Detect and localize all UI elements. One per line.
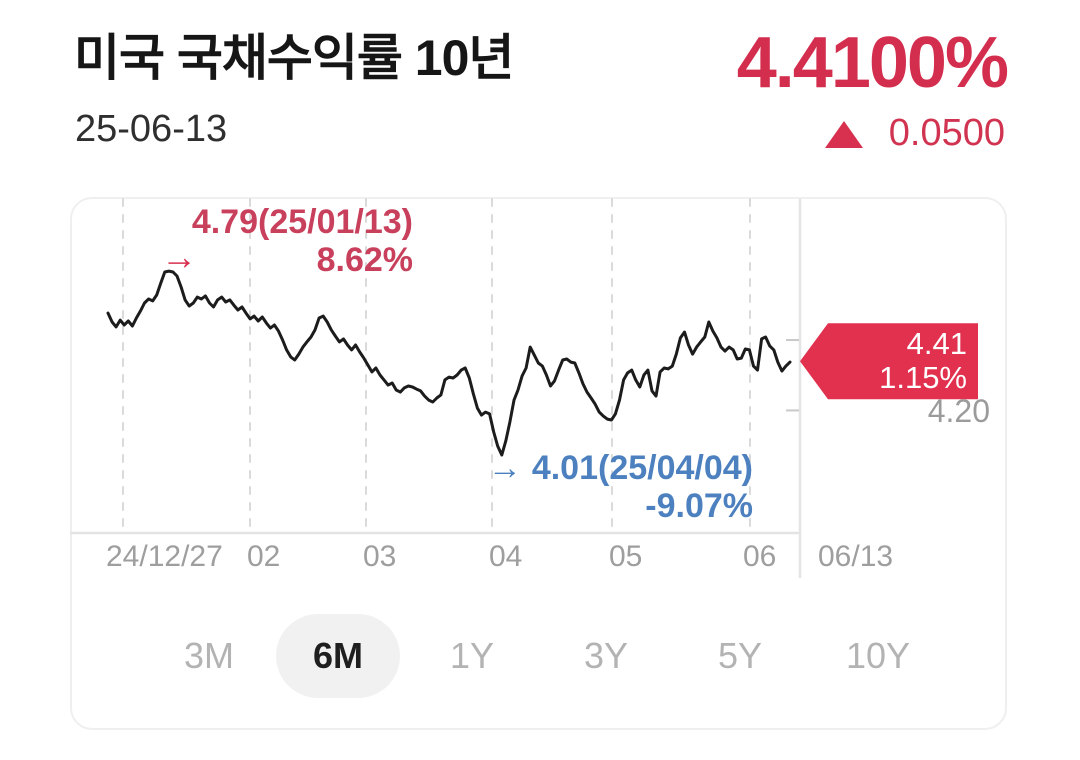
x-axis-label-03: 03 [363, 540, 397, 573]
change-badge: 0.0500 [824, 112, 1005, 155]
high-annotation-value: 4.79(25/01/13) [191, 203, 413, 241]
low-annotation-pct: -9.07% [645, 487, 753, 525]
flag-change-pct: 1.15% [879, 360, 967, 396]
period-button-6m[interactable]: 6M [276, 614, 400, 698]
page-title: 미국 국채수익률 10년 [74, 30, 514, 86]
high-annotation-pct: 8.62% [316, 241, 413, 279]
current-price-flag [800, 323, 978, 400]
x-axis-label-right-edge: 06/13 [818, 540, 894, 573]
flag-value: 4.41 [906, 326, 967, 362]
period-button-10y[interactable]: 10Y [816, 614, 940, 698]
period-button-3y[interactable]: 3Y [544, 614, 668, 698]
x-axis-label-05: 05 [609, 540, 643, 573]
x-axis-label-04: 04 [489, 540, 523, 573]
change-value: 0.0500 [888, 112, 1005, 154]
x-axis-label-02: 02 [247, 540, 281, 573]
quote-date: 25-06-13 [75, 108, 228, 150]
up-triangle-icon [824, 121, 863, 148]
period-button-3m[interactable]: 3M [147, 614, 271, 698]
period-button-5y[interactable]: 5Y [678, 614, 802, 698]
current-price-flag-text: 4.41 1.15% [879, 327, 967, 395]
current-yield-value: 4.4100% [736, 23, 1009, 103]
y-tick-label-4.20: 4.20 [927, 393, 990, 430]
high-arrow-icon: → [161, 236, 197, 277]
high-annotation: 4.79(25/01/13) 8.62% [192, 203, 413, 279]
chart-card [70, 197, 1007, 730]
period-button-1y[interactable]: 1Y [410, 614, 534, 698]
low-annotation-value: 4.01(25/04/04) [531, 449, 753, 487]
low-annotation: → 4.01(25/04/04) -9.07% [488, 449, 753, 525]
x-axis-label-06: 06 [743, 540, 777, 573]
yield-line-series [106, 269, 792, 457]
low-annotation-line1: → 4.01(25/04/04) [488, 449, 753, 487]
x-axis-label-24-12-27: 24/12/27 [106, 540, 223, 573]
low-arrow-icon: → [487, 449, 522, 487]
